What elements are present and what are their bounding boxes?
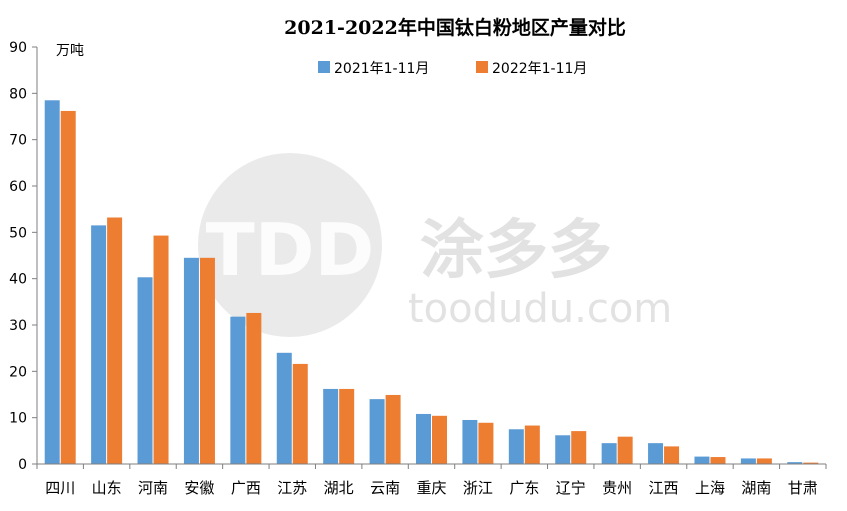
bar-series-2021 xyxy=(369,399,385,464)
watermark-logo-icon xyxy=(198,153,382,337)
bar-series-2021 xyxy=(137,277,153,464)
x-category-label: 湖南 xyxy=(741,479,771,497)
chart-title: 2021-2022年中国钛白粉地区产量对比 xyxy=(284,16,626,39)
bar-series-2021 xyxy=(91,225,107,464)
bar-series-2022 xyxy=(432,415,447,464)
y-tick-label: 70 xyxy=(9,133,27,149)
y-tick-label: 20 xyxy=(9,364,27,380)
bar-series-2022 xyxy=(107,217,123,464)
x-axis: 四川 山东 河南 安徽 广西 江苏 湖北 云南 重庆 浙江 广东 辽宁 贵州 江西 上海 湖南 甘肃 xyxy=(36,463,827,497)
y-tick-label: 10 xyxy=(9,411,27,427)
x-category-label: 辽宁 xyxy=(556,479,586,497)
legend-swatch xyxy=(318,61,330,73)
bar-series-2022 xyxy=(385,394,401,464)
legend-label: 2021年1-11月 xyxy=(334,61,429,77)
bar-series-2021 xyxy=(694,456,710,464)
bar-series-2022 xyxy=(710,457,726,464)
y-tick-label: 0 xyxy=(18,457,27,473)
y-axis: 0 10 20 30 40 50 60 70 80 90 xyxy=(9,40,38,473)
bar-series-2022 xyxy=(153,235,169,464)
bar-series-2021 xyxy=(555,435,571,464)
bar-series-2022 xyxy=(60,110,76,464)
y-tick-label: 50 xyxy=(9,225,27,241)
bar-series-2022 xyxy=(339,388,355,464)
bar-series-2022 xyxy=(617,436,633,464)
bar-series-2021 xyxy=(601,443,617,464)
bar-series-2021 xyxy=(323,388,339,464)
bar-series-2022 xyxy=(292,363,308,464)
y-tick-label: 40 xyxy=(9,272,27,288)
watermark-url-text: toodudu.com xyxy=(408,286,672,332)
bar-series-2021 xyxy=(508,429,524,464)
watermark-brand-text: 涂多多 xyxy=(420,214,612,288)
bar-series-2021 xyxy=(183,257,199,464)
bar-series-2022 xyxy=(524,425,540,464)
x-category-label: 云南 xyxy=(370,479,400,497)
legend-swatch xyxy=(476,61,488,73)
x-category-label: 河南 xyxy=(138,479,168,497)
y-tick-label: 30 xyxy=(9,318,27,334)
legend: 2021年1-11月 2022年1-11月 xyxy=(318,61,587,77)
bar-series-2022 xyxy=(756,458,772,464)
bars xyxy=(44,100,819,465)
x-category-label: 上海 xyxy=(695,479,725,497)
bar-series-2021 xyxy=(462,419,478,464)
y-tick-label: 60 xyxy=(9,179,27,195)
bar-series-2022 xyxy=(199,257,215,464)
x-category-label: 江西 xyxy=(649,479,679,497)
x-category-label: 重庆 xyxy=(416,479,446,497)
watermark: TDD 涂多多 toodudu.com xyxy=(198,153,672,337)
bar-series-2021 xyxy=(648,443,664,464)
x-category-label: 湖北 xyxy=(324,479,354,497)
bar-series-2022 xyxy=(478,422,494,464)
y-axis-unit-label: 万吨 xyxy=(56,43,84,59)
x-category-label: 广西 xyxy=(231,479,261,497)
bar-series-2021 xyxy=(787,462,803,464)
bar-series-2022 xyxy=(246,312,262,464)
x-category-label: 安徽 xyxy=(184,479,214,497)
bar-series-2021 xyxy=(230,316,246,464)
bar-series-2022 xyxy=(803,462,819,464)
y-tick-label: 90 xyxy=(9,40,27,56)
bar-series-2021 xyxy=(44,100,60,465)
y-tick-label: 80 xyxy=(9,86,27,102)
x-category-label: 四川 xyxy=(45,479,75,497)
bar-series-2021 xyxy=(276,352,292,464)
x-category-label: 江苏 xyxy=(277,479,307,497)
bar-series-2022 xyxy=(571,431,587,464)
x-category-label: 贵州 xyxy=(602,479,632,497)
x-category-label: 甘肃 xyxy=(788,479,818,497)
x-category-label: 山东 xyxy=(92,479,122,497)
x-category-label: 浙江 xyxy=(463,479,493,497)
bar-series-2022 xyxy=(664,446,680,464)
bar-series-2021 xyxy=(740,458,756,464)
x-category-label: 广东 xyxy=(509,479,539,497)
legend-label: 2022年1-11月 xyxy=(492,61,587,77)
watermark-logo-text: TDD xyxy=(206,208,375,292)
bar-series-2021 xyxy=(416,413,431,464)
